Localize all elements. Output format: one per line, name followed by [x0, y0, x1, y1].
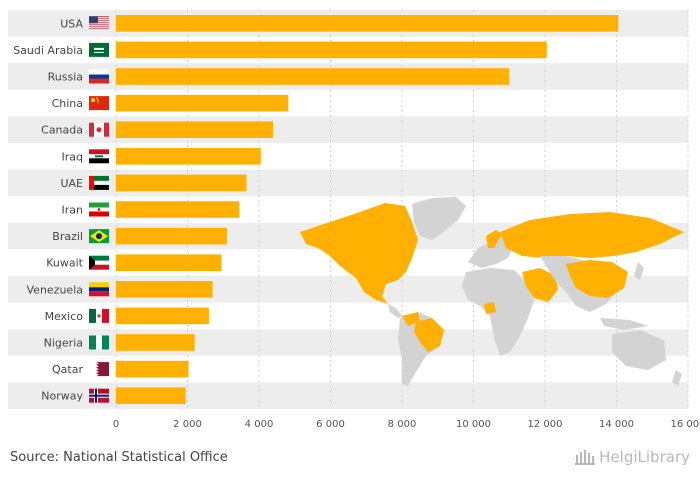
map-north-america [300, 203, 418, 304]
bar [116, 360, 189, 378]
x-tick-label: 16 000 [671, 419, 700, 430]
category-label: China [52, 97, 83, 110]
brand-logo: HelgiLibrary [575, 448, 690, 466]
map-australia [612, 330, 666, 370]
map-nigeria [484, 302, 496, 314]
flag-icon [89, 69, 109, 84]
map-greenland [412, 197, 466, 240]
x-tick-label: 2 000 [173, 419, 202, 430]
map-middle-east [522, 268, 558, 302]
chart: USA Saudi Arabia Russia China Canada Iraq UAE I… [8, 10, 700, 430]
bar [116, 68, 510, 85]
row-background [8, 116, 688, 143]
x-tick-label: 4 000 [245, 419, 274, 430]
library-icon [575, 450, 596, 465]
row-background [8, 169, 688, 197]
flag-icon [89, 96, 109, 111]
category-label: Saudi Arabia [13, 44, 83, 57]
bar [116, 254, 222, 271]
map-brazil [414, 318, 444, 352]
map-central-america [388, 304, 402, 318]
category-label: Russia [48, 71, 83, 84]
map-russia [500, 212, 684, 258]
map-venezuela [402, 312, 420, 326]
category-label: Mexico [45, 310, 84, 323]
map-japan [634, 262, 644, 280]
category-label: Brazil [52, 230, 83, 243]
x-tick-label: 8 000 [388, 419, 417, 430]
x-tick-label: 14 000 [599, 419, 634, 430]
bar [116, 94, 289, 112]
x-tick-label: 12 000 [528, 419, 563, 430]
flag-icon [89, 175, 109, 190]
brand-name: HelgiLibrary [599, 448, 690, 466]
x-tick-label: 10 000 [456, 419, 491, 430]
bar [116, 334, 195, 351]
category-label: USA [60, 17, 83, 30]
bar [116, 41, 547, 59]
map-indonesia [600, 318, 648, 330]
bar [116, 227, 227, 245]
category-label: Venezuela [27, 283, 84, 296]
category-label: Kuwait [46, 257, 83, 270]
flag-icon [89, 255, 109, 270]
category-label: Norway [41, 390, 83, 403]
row-background [8, 382, 688, 409]
map-europe [468, 236, 514, 268]
map-africa [462, 268, 534, 356]
flag-icon [89, 229, 109, 244]
map-norway [486, 230, 502, 248]
category-label: UAE [60, 177, 83, 190]
category-label: Canada [41, 124, 83, 137]
bar [116, 148, 261, 165]
flag-icon [89, 335, 109, 350]
bar [116, 121, 273, 138]
flag-icon [89, 122, 109, 137]
x-tick-label: 0 [113, 419, 119, 430]
category-label: Iraq [62, 150, 84, 163]
category-label: Nigeria [44, 337, 83, 350]
world-map [300, 197, 684, 386]
bar [116, 174, 247, 192]
map-china [566, 260, 628, 298]
flag-icon [89, 388, 109, 403]
category-labels: USA Saudi Arabia Russia China Canada Iraq UAE I… [13, 17, 83, 402]
x-tick-label: 6 000 [316, 419, 345, 430]
map-new-zealand [672, 370, 682, 386]
flag-icon [89, 362, 109, 377]
category-label: Qatar [52, 363, 83, 376]
flags [89, 16, 109, 403]
flag-icon [89, 16, 109, 31]
row-background [8, 329, 688, 356]
bar [116, 281, 213, 298]
bar [116, 201, 240, 218]
x-axis-ticks: 0 2 000 4 000 6 000 8 000 10 000 12 000 14 000 1… [113, 419, 700, 430]
source-note: Source: National Statistical Office [10, 450, 228, 465]
flag-icon [89, 282, 109, 297]
bar [116, 387, 186, 404]
flag-icon [89, 202, 109, 217]
flag-icon [89, 308, 109, 323]
category-label: Iran [62, 204, 84, 217]
bar [116, 15, 619, 32]
bars [116, 15, 619, 404]
bar [116, 307, 209, 325]
flag-icon [89, 149, 109, 164]
flag-icon [89, 42, 109, 57]
